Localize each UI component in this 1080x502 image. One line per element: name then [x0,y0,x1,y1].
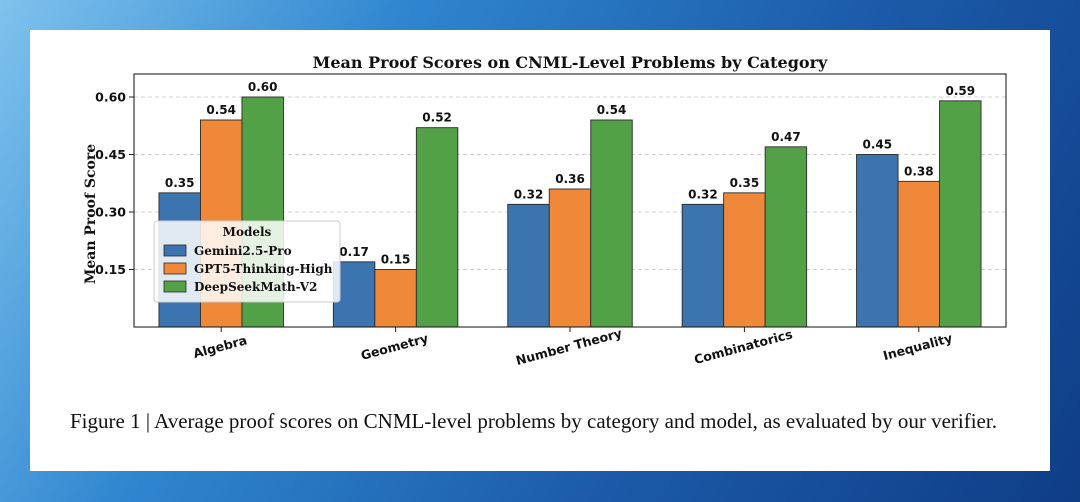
value-labels: 0.35 0.54 0.60 0.17 0.15 0.52 0.32 0.36 0.54 0.32… [165,80,975,267]
figure-card: Mean Proof Scores on CNML-Level Problems… [30,30,1050,471]
bar [681,203,725,328]
bars [158,96,982,328]
y-tick-label: 0.30 [95,205,126,220]
bar-value-label: 0.32 [514,187,544,201]
bar [939,100,982,328]
bar-value-label: 0.36 [555,172,585,186]
bar-chart: Mean Proof Scores on CNML-Level Problems… [83,53,1007,368]
legend-item-label: GPT5-Thinking-High [194,262,333,276]
bar [897,180,940,328]
x-tick-label: Geometry [359,330,430,362]
legend-swatch [163,262,187,275]
chart-title: Mean Proof Scores on CNML-Level Problems… [313,53,828,72]
bar-value-label: 0.47 [771,130,801,144]
y-axis-label: Mean Proof Score [83,144,99,284]
plot-frame [133,73,1007,328]
x-tick-label: Number Theory [514,325,623,368]
bar-value-label: 0.60 [248,80,278,94]
bar-value-label: 0.32 [688,187,718,201]
bar [764,146,808,328]
bar-value-label: 0.35 [165,176,195,190]
bar-value-label: 0.17 [339,245,369,259]
bar [723,192,766,328]
legend-swatch [163,280,187,293]
legend-item-label: DeepSeekMath-V2 [194,280,317,294]
bar [374,269,417,328]
figure-caption: Figure 1 | Average proof scores on CNML-… [70,409,997,433]
legend-swatch [163,244,187,257]
y-tick-label: 0.15 [95,262,126,277]
legend-box [153,220,341,303]
legend-item-label: Gemini2.5-Pro [194,244,292,258]
bar [507,203,550,328]
legend-title: Models [223,225,272,239]
bar-value-label: 0.45 [862,138,892,152]
bar-value-label: 0.15 [381,253,411,267]
bar-value-label: 0.59 [945,84,975,98]
y-tick-label: 0.60 [95,90,126,105]
bar [590,119,633,328]
bar-value-label: 0.54 [597,103,627,117]
x-tick-label: Combinatorics [692,326,794,367]
y-tick-label: 0.45 [95,147,126,162]
bar-value-label: 0.38 [904,164,934,178]
bar-value-label: 0.52 [422,111,452,125]
bar-value-label: 0.35 [730,176,760,190]
bar [415,127,459,328]
x-tick-label: Algebra [192,332,249,361]
x-tick-label: Inequality [881,330,953,363]
legend: Models Gemini2.5-Pro GPT5-Thinking-High Dee… [153,220,341,303]
bar-value-label: 0.54 [206,103,236,117]
bar [856,154,899,328]
bar [548,188,592,328]
